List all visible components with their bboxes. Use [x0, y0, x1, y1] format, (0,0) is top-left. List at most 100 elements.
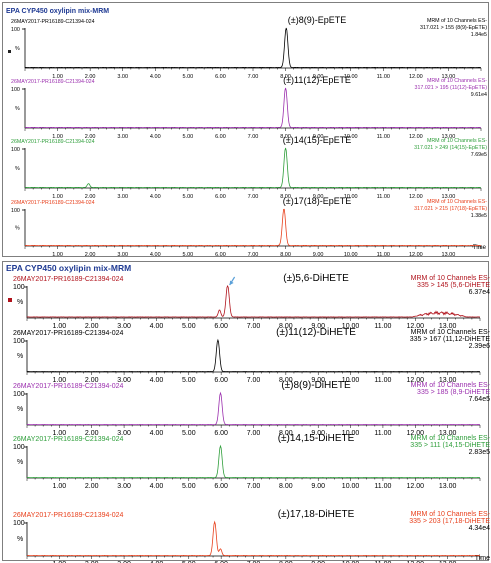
ch7-x-tick-label-10: 11.00 [374, 483, 391, 490]
ch6-channel-label: MRM of 10 Channels ES- [411, 382, 491, 389]
ch8-x-tick-label-6: 7.00 [247, 561, 261, 563]
ch8-y-tick-label: 100 [13, 520, 25, 527]
ch8-x-tick-label-9: 10.00 [342, 561, 360, 563]
ch1-x-tick-label-9: 10.00 [344, 134, 358, 140]
ch6-intensity-label: 7.64e5 [469, 396, 491, 403]
ch7-x-tick-label-6: 7.00 [247, 483, 261, 490]
bottom-time-label: Time [475, 555, 490, 562]
legend-marker-bottom [8, 298, 12, 302]
ch1-x-tick-label-10: 11.00 [377, 134, 390, 140]
ch6-y-tick-label: 100 [13, 391, 25, 398]
ch3-intensity-label: 1.38e5 [471, 213, 487, 219]
ch6-x-tick-label-6: 7.00 [247, 430, 261, 437]
ch1-channel-label: MRM of 10 Channels ES- [427, 78, 487, 84]
top-panel-title: EPA CYP450 oxylipin mix-MRM [6, 8, 109, 15]
ch1-x-tick-label-2: 3.00 [117, 134, 128, 140]
bottom-panel-frame [2, 261, 489, 561]
ch5-x-tick-label-1: 2.00 [85, 377, 99, 384]
ch7-x-tick-label-4: 5.00 [182, 483, 196, 490]
ch5-x-tick-label-5: 6.00 [214, 377, 228, 384]
ch4-trace [26, 285, 481, 318]
ch6-x-tick-label-8: 9.00 [311, 430, 325, 437]
ch8-compound-label: (±)17,18-DiHETE [278, 509, 355, 520]
ch7-x-tick-label-7: 8.00 [279, 483, 293, 490]
ch2-x-tick-label-5: 6.00 [215, 194, 226, 200]
ch0-y-tick-label: 100 [11, 27, 20, 33]
ch6-compound-label: (±)8(9)-DiHETE [281, 380, 351, 391]
ch2-y-axis-label: % [15, 166, 20, 172]
ch8-intensity-label: 4.34e4 [469, 525, 491, 532]
ch3-x-tick-label-11: 12.00 [409, 252, 423, 258]
ch1-trace [24, 87, 482, 129]
ch6-x-tick-label-10: 11.00 [374, 430, 391, 437]
ch3-transition-label: 317.021 > 215 (17(18)-EpETE) [414, 206, 487, 212]
ch1-y-axis-label: % [15, 106, 20, 112]
ch3-x-tick-label-5: 6.00 [215, 252, 226, 258]
ch8-x-tick-label-3: 4.00 [150, 561, 164, 563]
ch5-x-tick-label-8: 9.00 [311, 377, 325, 384]
ch4-x-tick-label-11: 12.00 [407, 323, 425, 330]
ch5-y-tick-label: 100 [13, 338, 25, 345]
ch1-intensity-label: 9.61e4 [471, 92, 487, 98]
ch2-y-tick-label: 100 [11, 147, 20, 153]
ch1-x-tick-label-8: 9.00 [313, 134, 324, 140]
ch5-x-tick-label-10: 11.00 [374, 377, 391, 384]
ch3-x-tick-label-8: 9.00 [313, 252, 324, 258]
ch7-x-tick-label-0: 1.00 [53, 483, 67, 490]
ch0-sample-label: 26MAY2017-PR16189-C21394-024 [11, 19, 95, 25]
ch6-x-tick-label-7: 8.00 [279, 430, 293, 437]
ch2-transition-label: 317.021 > 249 (14(15)-EpETE) [414, 145, 487, 151]
ch0-transition-label: 317.021 > 155 (8(9)-EpETE) [420, 25, 487, 31]
ch6-x-tick-label-0: 1.00 [53, 430, 67, 437]
ch4-intensity-label: 6.37e4 [469, 289, 491, 296]
ch8-x-tick-label-10: 11.00 [374, 561, 391, 563]
ch5-transition-label: 335 > 167 (11,12-DiHETE [410, 336, 491, 343]
ch8-x-tick-label-7: 8.00 [279, 561, 293, 563]
ch8-trace [26, 520, 481, 557]
ch3-x-tick-label-0: 1.00 [52, 252, 63, 258]
ch4-x-tick-label-9: 10.00 [342, 323, 360, 330]
ch8-x-tick-label-8: 9.00 [311, 561, 325, 563]
ch0-x-tick-label-6: 7.00 [248, 74, 259, 80]
ch6-sample-label: 26MAY2017-PR16189-C21394-024 [13, 383, 123, 390]
ch0-x-tick-label-11: 12.00 [409, 74, 423, 80]
ch7-channel-label: MRM of 10 Channels ES- [411, 435, 491, 442]
ch4-sample-label: 26MAY2017-PR16189-C21394-024 [13, 276, 123, 283]
ch7-x-tick-label-3: 4.00 [150, 483, 164, 490]
legend-marker-top [8, 50, 11, 53]
ch5-x-tick-label-9: 10.00 [342, 377, 360, 384]
ch4-x-tick-label-1: 2.00 [85, 323, 99, 330]
ch5-x-tick-label-0: 1.00 [53, 377, 67, 384]
ch0-intensity-label: 1.84e5 [471, 32, 487, 38]
ch7-intensity-label: 2.83e5 [469, 449, 491, 456]
ch6-x-tick-label-2: 3.00 [117, 430, 131, 437]
ch4-x-tick-label-0: 1.00 [53, 323, 67, 330]
ch6-transition-label: 335 > 185 (8,9-DiHETE [417, 389, 490, 396]
ch2-x-tick-label-7: 8.00 [280, 194, 291, 200]
ch3-compound-label: (±)17(18)-EpETE [283, 196, 351, 206]
bottom-panel-title: EPA CYP450 oxylipin mix-MRM [6, 263, 131, 273]
ch3-x-tick-label-3: 4.00 [150, 252, 161, 258]
ch5-intensity-label: 2.39e6 [469, 343, 491, 350]
ch7-compound-label: (±)14,15-DiHETE [278, 433, 355, 444]
ch6-y-axis-label: % [17, 406, 23, 413]
ch4-x-tick-label-6: 7.00 [247, 323, 261, 330]
ch0-x-tick-label-2: 3.00 [117, 74, 128, 80]
ch3-x-tick-label-12: 13.00 [442, 252, 456, 258]
ch1-sample-label: 26MAY2017-PR16189-C21394-024 [11, 79, 95, 85]
ch7-x-tick-label-1: 2.00 [85, 483, 99, 490]
ch0-x-tick-label-4: 5.00 [182, 74, 193, 80]
ch3-channel-label: MRM of 10 Channels ES- [427, 199, 487, 205]
ch7-trace [26, 444, 481, 479]
ch7-y-axis-label: % [17, 459, 23, 466]
ch6-x-tick-label-1: 2.00 [85, 430, 99, 437]
ch8-channel-label: MRM of 10 Channels ES- [411, 511, 491, 518]
ch3-x-tick-label-1: 2.00 [85, 252, 96, 258]
ch2-x-tick-label-0: 1.00 [52, 194, 63, 200]
ch0-compound-label: (±)8(9)-EpETE [288, 15, 346, 25]
top-time-label: Time [473, 245, 487, 251]
ch1-x-tick-label-5: 6.00 [215, 134, 226, 140]
ch3-y-tick-label: 100 [11, 208, 20, 214]
ch2-x-tick-label-12: 13.00 [442, 194, 456, 200]
ch4-x-tick-label-8: 9.00 [311, 323, 325, 330]
